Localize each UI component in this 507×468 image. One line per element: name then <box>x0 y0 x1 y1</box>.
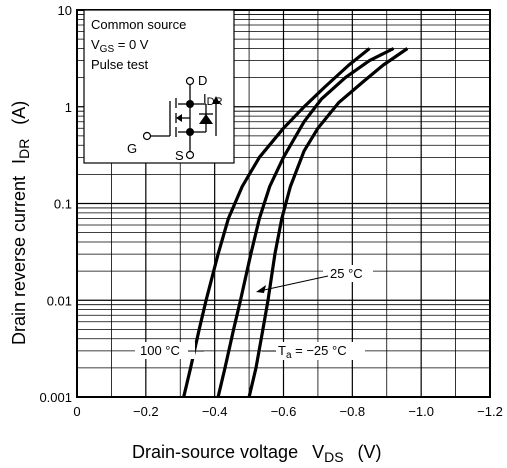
series-line-2 <box>247 47 409 398</box>
x-tick-labels: 0 −0.2 −0.4 −0.6 −0.8 −1.0 −1.2 <box>73 404 502 419</box>
plot-frame <box>76 9 491 398</box>
y-tick-label: 0.1 <box>54 197 72 212</box>
y-tick-label: 1 <box>65 100 72 115</box>
y-tick-label: 0.01 <box>47 293 72 308</box>
annotation-25c-label: 25 °C <box>330 266 363 281</box>
x-tick-label: −0.2 <box>133 404 159 419</box>
inset-line-1: Common source <box>91 17 186 32</box>
conditions-inset: Common source VGS = 0 V Pulse test D <box>83 9 235 164</box>
curves <box>182 47 409 398</box>
y-axis-title: Drain reverse currentIDR(A) <box>9 101 32 345</box>
series-line-1 <box>216 47 395 398</box>
idr-label: IDR <box>203 91 223 108</box>
pin-s-label: S <box>175 148 184 163</box>
pin-d-label: D <box>198 73 207 88</box>
annotation-m25c-label: Ta = −25 °C <box>278 343 347 361</box>
inset-line-3: Pulse test <box>91 57 148 72</box>
annotation-m25c: Ta = −25 °C <box>262 342 365 361</box>
x-tick-label: −1.2 <box>477 404 503 419</box>
x-tick-label: −0.4 <box>202 404 228 419</box>
inset-line-2: VGS = 0 V <box>91 37 149 55</box>
y-tick-label: 0.001 <box>39 390 72 405</box>
annotation-100c-label: 100 °C <box>140 343 180 358</box>
annotation-100c: 100 °C <box>135 342 204 359</box>
x-axis-title: Drain-source voltage VDS (V) <box>132 442 382 465</box>
x-tick-label: 0 <box>73 404 80 419</box>
y-tick-label: 10 <box>58 3 72 18</box>
y-tick-labels: 0.001 0.01 0.1 1 10 <box>39 3 72 405</box>
x-tick-label: −0.6 <box>271 404 297 419</box>
series-line-0 <box>182 47 371 398</box>
x-tick-label: −0.8 <box>339 404 365 419</box>
annotation-25c: 25 °C <box>256 265 373 293</box>
pin-g-label: G <box>127 141 137 156</box>
x-tick-label: −1.0 <box>408 404 434 419</box>
